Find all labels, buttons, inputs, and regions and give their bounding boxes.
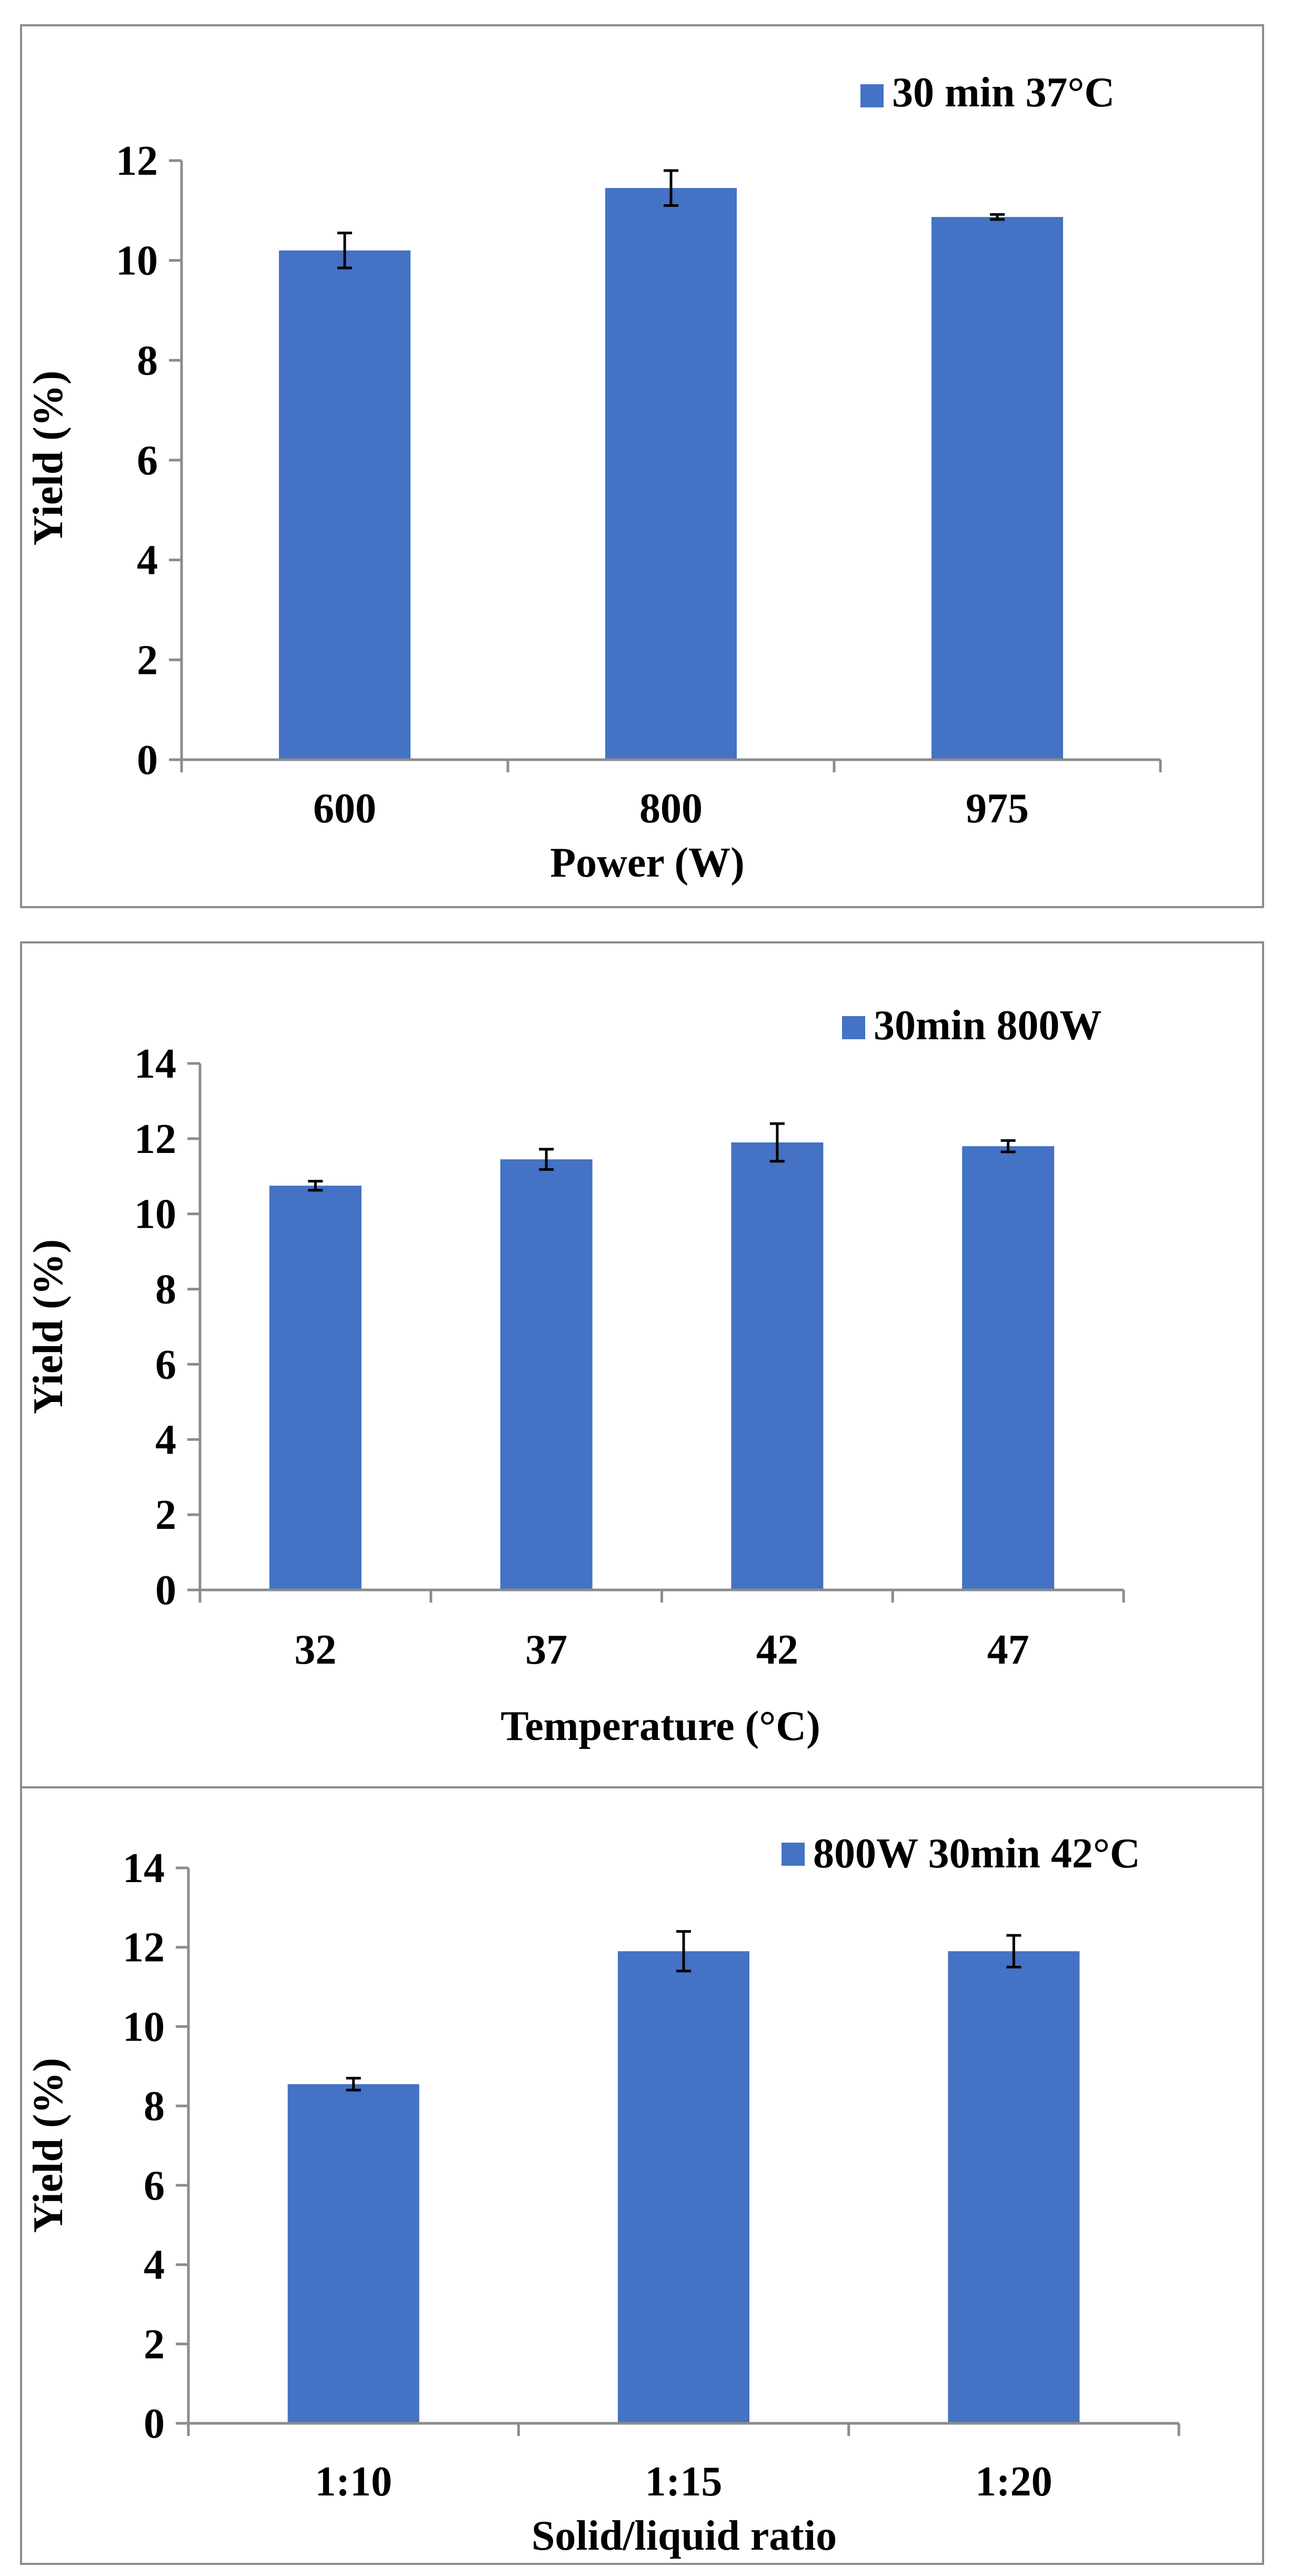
bar-42 — [731, 1142, 824, 1590]
y-tick-label: 0 — [137, 737, 158, 783]
error-bar — [346, 2076, 361, 2092]
chart-panel-3: 1:10 1:15 1:20 0 2 4 6 8 10 12 14 Solid/liquid rati… — [20, 1786, 1264, 2565]
y-tick-label: 2 — [155, 1492, 176, 1538]
bar-600 — [279, 250, 410, 760]
bar-800 — [605, 188, 737, 760]
legend-swatch — [782, 1843, 805, 1866]
bar-1-10 — [287, 2084, 419, 2423]
y-tick-label: 14 — [123, 1845, 165, 1892]
x-tick-label: 1:15 — [645, 2459, 723, 2505]
bar-1-20 — [948, 1951, 1080, 2423]
y-tick-label: 12 — [116, 138, 158, 184]
error-bar — [676, 1930, 691, 1973]
x-tick-label: 47 — [987, 1627, 1029, 1673]
y-tick-label: 2 — [144, 2321, 165, 2368]
y-tick-label: 8 — [137, 337, 158, 384]
y-tick-label: 10 — [116, 238, 158, 284]
chart-panel-2: 32 37 42 47 0 2 4 6 8 10 12 14 Temperature (°C) Yield… — [20, 941, 1264, 1928]
y-axis-title: Yield (%) — [25, 1239, 72, 1415]
bar-47 — [962, 1146, 1055, 1590]
error-bar — [308, 1180, 323, 1192]
legend-label: 800W 30min 42°C — [813, 1831, 1140, 1877]
y-tick-label: 6 — [137, 437, 158, 484]
legend-label: 30min 800W — [874, 1002, 1101, 1049]
bar-37 — [500, 1159, 593, 1590]
legend-swatch — [860, 84, 884, 107]
x-tick-label: 37 — [525, 1627, 567, 1673]
y-tick-label: 4 — [137, 538, 158, 584]
x-tick-label: 600 — [313, 785, 376, 832]
y-tick-label: 0 — [144, 2401, 165, 2447]
y-tick-label: 10 — [134, 1191, 176, 1238]
x-tick-label: 800 — [639, 785, 703, 832]
y-axis-title: Yield (%) — [25, 2058, 72, 2233]
y-tick-label: 8 — [144, 2083, 165, 2130]
y-tick-label: 14 — [134, 1041, 176, 1087]
x-axis-title: Power (W) — [550, 840, 745, 886]
y-tick-label: 12 — [134, 1116, 176, 1162]
y-tick-label: 0 — [155, 1567, 176, 1614]
legend-swatch — [842, 1016, 865, 1039]
y-tick-label: 12 — [123, 1925, 165, 1971]
error-bar — [1006, 1934, 1021, 1968]
chart-frame — [20, 941, 1264, 1928]
x-tick-label: 1:10 — [315, 2459, 392, 2505]
y-tick-label: 6 — [155, 1341, 176, 1388]
legend: 30 min 37°C — [860, 69, 1115, 116]
y-tick-label: 10 — [123, 2004, 165, 2050]
bar-1-15 — [618, 1951, 749, 2423]
error-bar — [539, 1148, 554, 1171]
legend: 30min 800W — [842, 1002, 1101, 1049]
y-tick-label: 8 — [155, 1267, 176, 1313]
y-axis-title: Yield (%) — [25, 371, 72, 546]
legend: 800W 30min 42°C — [782, 1831, 1140, 1877]
error-bar — [1000, 1139, 1016, 1153]
chart-panel-1: 600 800 975 0 2 4 6 8 10 12 Power (W) Yield (%) 30 m… — [20, 24, 1264, 908]
x-tick-label: 32 — [294, 1627, 336, 1673]
y-tick-label: 6 — [144, 2163, 165, 2209]
error-bar — [337, 232, 352, 270]
bar-32 — [269, 1186, 362, 1590]
x-axis-title: Solid/liquid ratio — [532, 2513, 837, 2559]
x-axis-title: Temperature (°C) — [500, 1703, 820, 1749]
x-tick-label: 1:20 — [975, 2459, 1053, 2505]
error-bar — [769, 1122, 785, 1163]
x-tick-label: 975 — [966, 785, 1029, 832]
y-tick-label: 4 — [144, 2242, 165, 2289]
error-bar — [990, 213, 1005, 221]
y-tick-label: 4 — [155, 1417, 176, 1463]
y-tick-label: 2 — [137, 637, 158, 683]
x-tick-label: 42 — [756, 1627, 798, 1673]
bar-975 — [932, 217, 1063, 760]
error-bar — [664, 169, 678, 207]
legend-label: 30 min 37°C — [892, 69, 1115, 116]
